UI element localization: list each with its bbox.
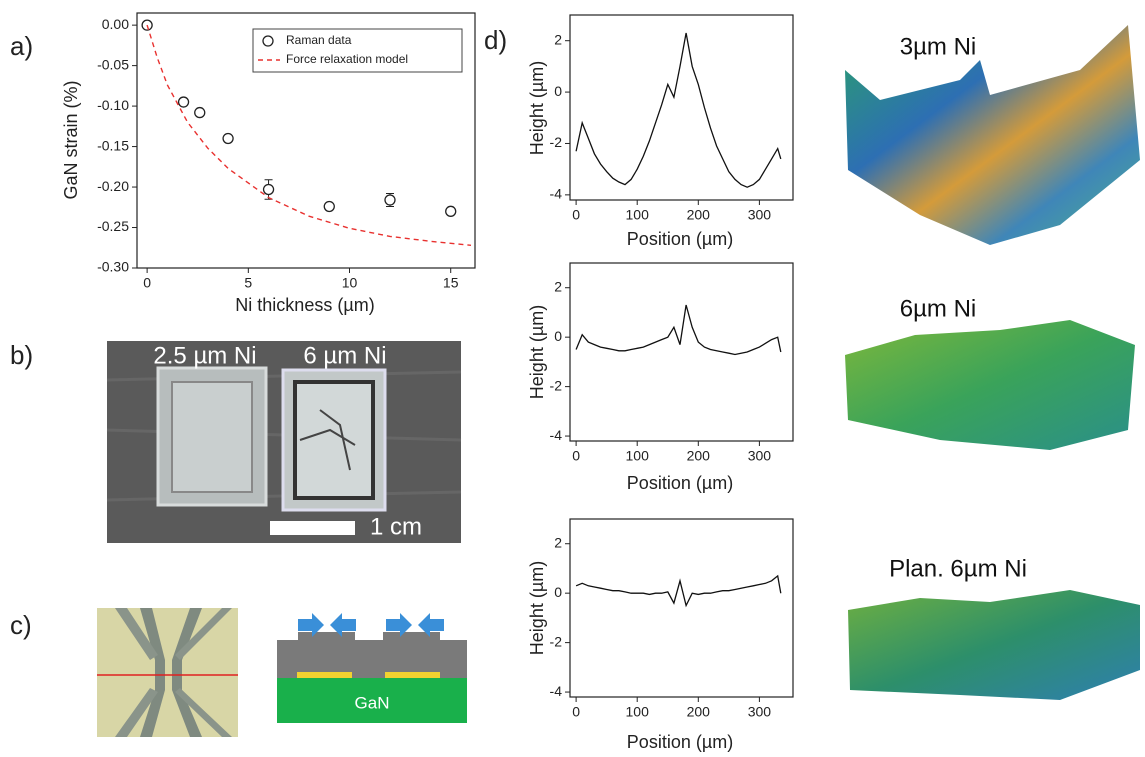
y-tick-label: 0	[554, 328, 562, 344]
profile-line	[576, 305, 781, 355]
scale-bar-label: 1 cm	[370, 513, 422, 540]
panel-label: b)	[10, 340, 33, 370]
y-tick-label: -2	[550, 134, 563, 150]
x-tick-label: 0	[143, 275, 151, 291]
y-axis-label: GaN strain (%)	[61, 80, 81, 199]
data-point	[446, 206, 456, 216]
micrograph	[97, 608, 238, 737]
figure: a) b) c) d) 2.5 µm Ni 6 µm Ni 1 cm GaN	[0, 0, 1145, 757]
x-tick-label: 0	[572, 448, 580, 464]
x-tick-label: 200	[687, 448, 711, 464]
x-tick-label: 100	[626, 207, 650, 223]
y-tick-label: -0.10	[97, 97, 129, 113]
y-tick-label: -0.05	[97, 56, 129, 72]
surface-title: 6µm Ni	[900, 295, 977, 322]
y-axis-label: Height (µm)	[527, 305, 547, 399]
y-tick-label: 0.00	[102, 16, 129, 32]
x-tick-label: 0	[572, 207, 580, 223]
data-point	[324, 201, 334, 211]
x-tick-label: 5	[244, 275, 252, 291]
x-tick-label: 200	[687, 207, 711, 223]
surface-title: Plan. 6µm Ni	[889, 555, 1027, 582]
x-tick-label: 200	[687, 704, 711, 720]
x-tick-label: 300	[748, 448, 772, 464]
panel-label: a)	[10, 31, 33, 61]
y-tick-label: -0.20	[97, 178, 129, 194]
x-axis-label: Position (µm)	[627, 473, 733, 493]
plot-frame	[570, 263, 793, 441]
panel-label: c)	[10, 610, 32, 640]
x-axis-label: Ni thickness (µm)	[235, 295, 374, 315]
y-tick-label: -4	[550, 683, 563, 699]
y-tick-label: 0	[554, 584, 562, 600]
y-tick-label: -4	[550, 427, 563, 443]
x-tick-label: 15	[443, 275, 459, 291]
data-point	[223, 133, 233, 143]
y-tick-label: 2	[554, 534, 562, 550]
surface-plot	[845, 25, 1140, 700]
panel-label: d)	[484, 25, 507, 55]
x-tick-label: 0	[572, 704, 580, 720]
y-tick-label: -2	[550, 633, 563, 649]
y-tick-label: -4	[550, 186, 563, 202]
x-tick-label: 300	[748, 704, 772, 720]
sample-label: 2.5 µm Ni	[153, 342, 256, 369]
y-tick-label: -0.30	[97, 259, 129, 275]
y-tick-label: -0.15	[97, 137, 129, 153]
y-tick-label: -0.25	[97, 218, 129, 234]
x-axis-label: Position (µm)	[627, 229, 733, 249]
y-tick-label: 0	[554, 83, 562, 99]
data-point	[264, 184, 274, 194]
legend-label: Raman data	[286, 33, 352, 47]
plot-frame	[570, 519, 793, 697]
sample-label: 6 µm Ni	[303, 342, 386, 369]
y-axis-label: Height (µm)	[527, 61, 547, 155]
x-tick-label: 10	[342, 275, 358, 291]
legend-swatch	[263, 36, 273, 46]
substrate-label: GaN	[355, 693, 390, 712]
x-tick-label: 100	[626, 448, 650, 464]
y-tick-label: 2	[554, 278, 562, 294]
legend-label: Force relaxation model	[286, 52, 408, 66]
surface-title: 3µm Ni	[900, 33, 977, 60]
data-point	[195, 108, 205, 118]
y-tick-label: -2	[550, 377, 563, 393]
y-tick-label: 2	[554, 31, 562, 47]
x-axis-label: Position (µm)	[627, 732, 733, 752]
data-point	[385, 195, 395, 205]
x-tick-label: 100	[626, 704, 650, 720]
y-axis-label: Height (µm)	[527, 561, 547, 655]
profile-line	[576, 33, 781, 187]
profile-line	[576, 576, 781, 606]
x-tick-label: 300	[748, 207, 772, 223]
plot-frame	[570, 15, 793, 200]
data-point	[179, 97, 189, 107]
